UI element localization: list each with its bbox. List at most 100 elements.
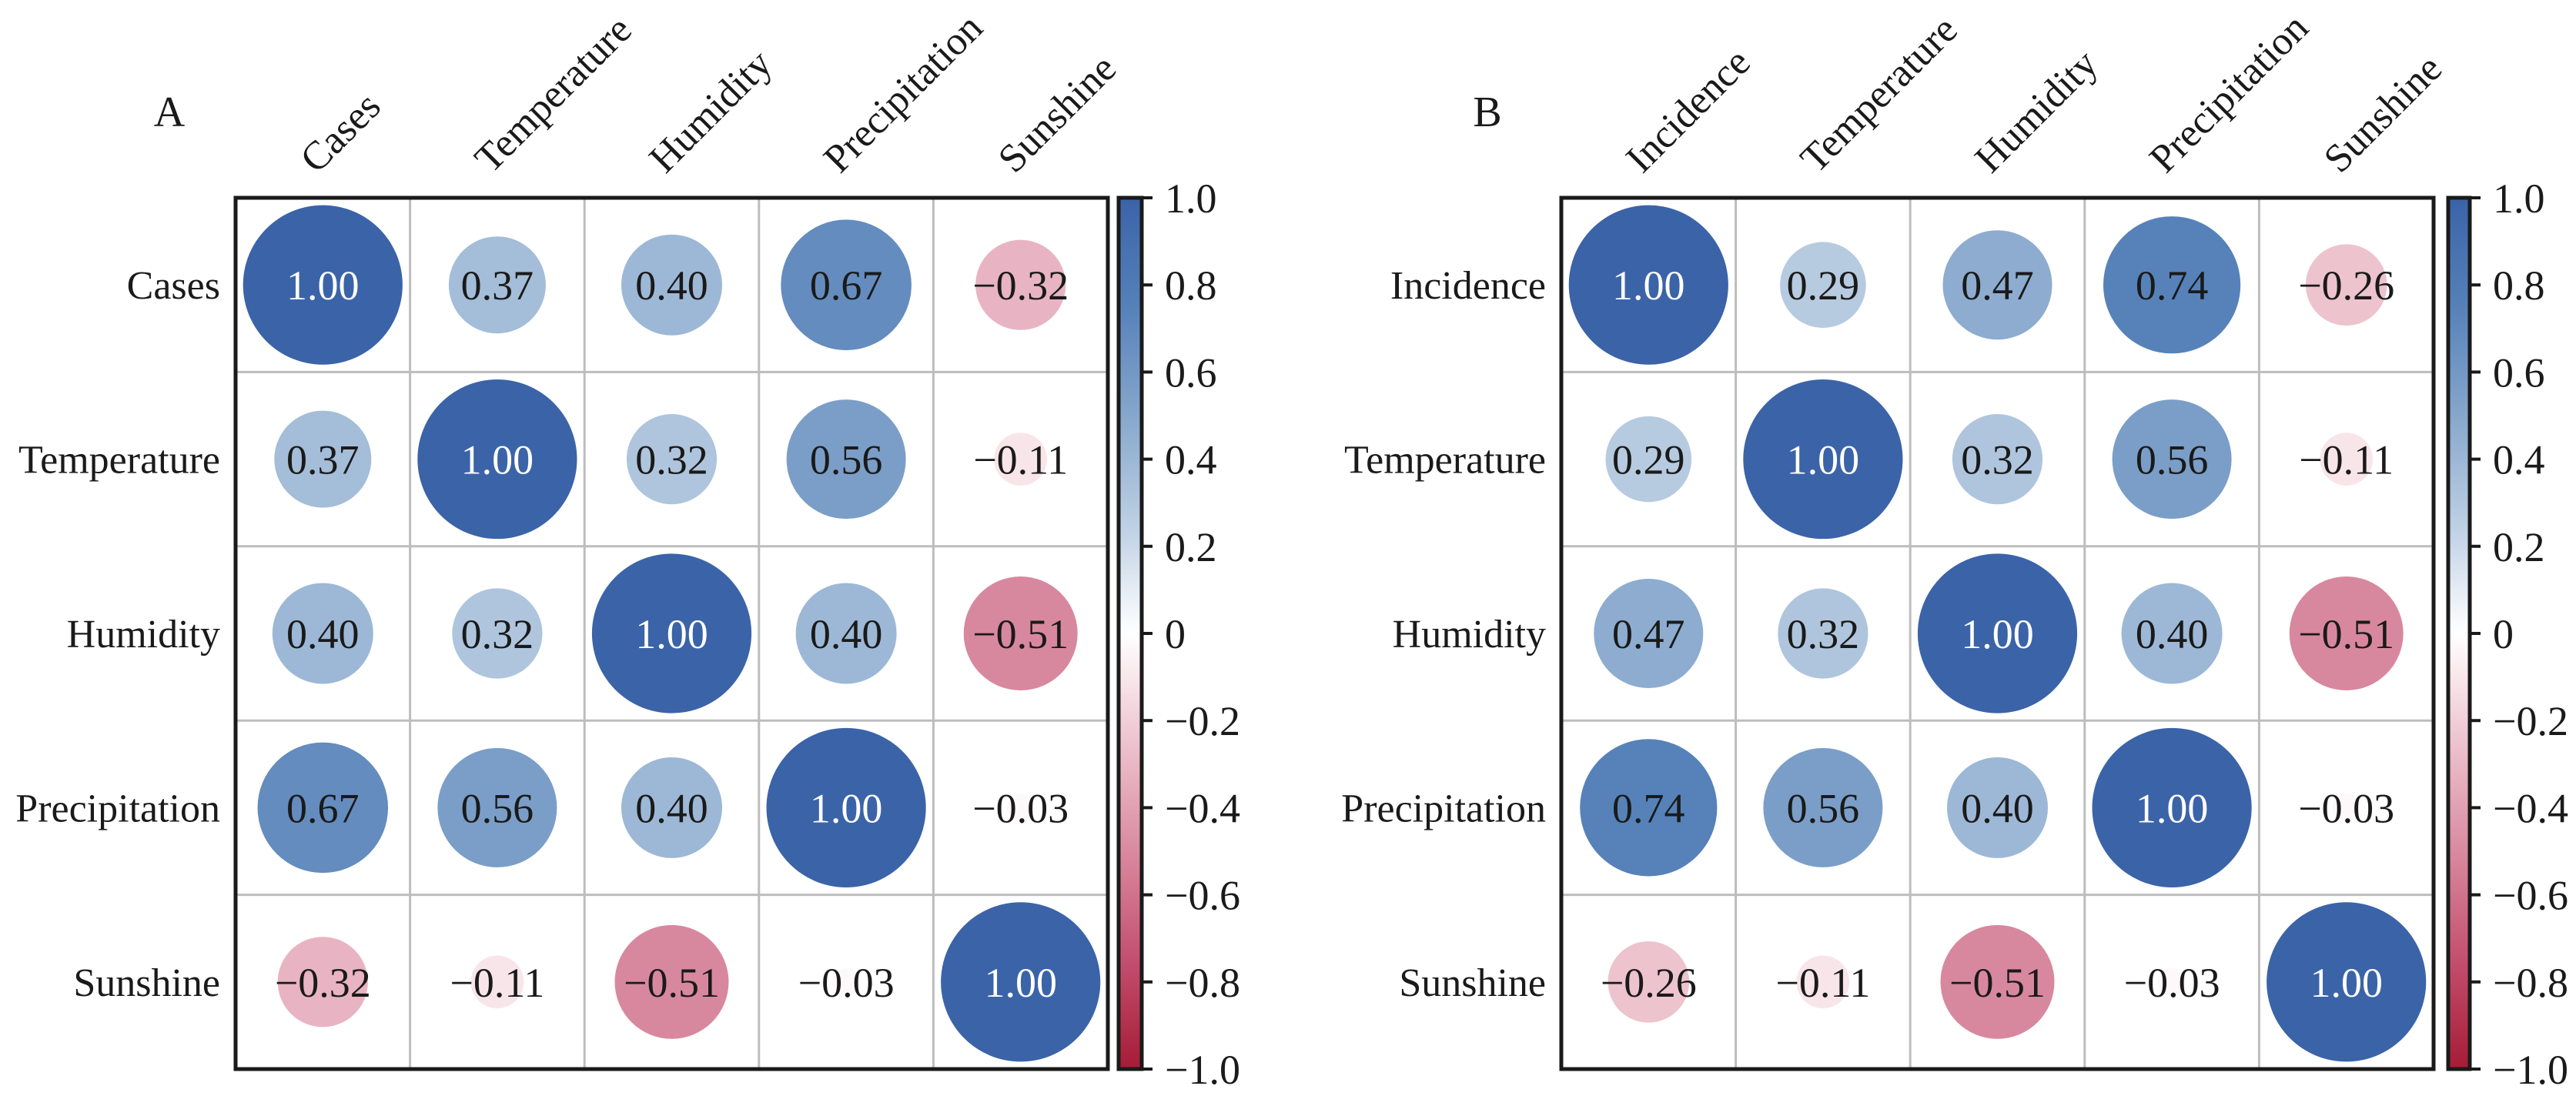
- colorbar-tick-label: 1.0: [2493, 175, 2545, 222]
- cell-value-label: −0.32: [972, 262, 1069, 309]
- correlation-circle: [417, 379, 577, 540]
- colorbar-tick-label: −0.4: [2493, 785, 2568, 831]
- correlation-circle: [1946, 757, 2049, 858]
- cell-value-label: −0.03: [2124, 960, 2220, 1006]
- column-label: Temperature: [1792, 8, 1966, 182]
- matrix-cell: −0.11: [973, 433, 1068, 486]
- colorbar-gradient: [1119, 198, 1142, 1069]
- matrix-cell: 0.40: [621, 234, 723, 336]
- cell-value-label: 0.40: [810, 611, 883, 657]
- matrix-cell: 0.47: [1942, 230, 2052, 340]
- correlation-circle: [832, 967, 861, 996]
- cell-value-label: 1.00: [2310, 960, 2383, 1006]
- row-label: Sunshine: [1399, 961, 1546, 1005]
- row-label: Humidity: [1393, 613, 1546, 657]
- matrix-cell: 0.67: [257, 742, 389, 874]
- cell-value-label: 1.00: [1961, 611, 2034, 657]
- matrix-cell: −0.03: [2124, 960, 2220, 1006]
- matrix-cell: 0.32: [452, 588, 543, 679]
- colorbar: 1.0 0.8 0.6 0.4 0.2 0 −0.2 −0.4 −0.6 −0.8 −1.0: [2446, 175, 2568, 1093]
- matrix-cell: 0.47: [1594, 578, 1704, 689]
- column-label: Precipitation: [2141, 5, 2317, 181]
- colorbar-tick-label: 0.6: [1165, 349, 1217, 396]
- matrix-cells: 1.00 0.29 0.47 0.74 −0.26 0.29 1.00 0.32 0.56 −0.…: [1559, 195, 2436, 1071]
- correlation-circle: [1743, 379, 1903, 540]
- correlation-circle: [1763, 747, 1883, 867]
- correlation-circle: [1580, 739, 1718, 877]
- correlation-circle: [994, 433, 1048, 486]
- correlation-circle: [1607, 941, 1690, 1023]
- correlation-circle: [1778, 588, 1868, 679]
- cell-value-label: −0.11: [450, 960, 544, 1006]
- cell-value-label: 0.40: [286, 611, 360, 657]
- panel-label: A: [154, 89, 186, 136]
- correlation-circle: [1942, 230, 2052, 340]
- matrix-cell: 0.56: [786, 399, 906, 520]
- matrix-cells: 1.00 0.37 0.40 0.67 −0.32 0.37 1.00 0.32 0.56 −0.…: [233, 195, 1110, 1071]
- matrix-cell: 1.00: [941, 902, 1101, 1062]
- cell-value-label: 0.56: [461, 785, 534, 831]
- cell-value-label: 0.56: [810, 437, 883, 483]
- correlation-circle: [963, 576, 1078, 690]
- row-labels: Cases Temperature Humidity Precipitation Sun…: [15, 264, 220, 1005]
- colorbar-tick-label: −0.6: [2493, 873, 2568, 919]
- cell-value-label: 0.74: [1612, 785, 1685, 831]
- matrix-cell: 1.00: [766, 727, 926, 887]
- correlation-circle: [621, 234, 723, 336]
- correlation-circle: [941, 902, 1101, 1062]
- colorbar-tick-label: −1.0: [1165, 1047, 1240, 1093]
- panel-a: A Cases Temperature Humidity PrecipitationS…: [15, 5, 1240, 1093]
- matrix-cell: −0.51: [1940, 924, 2055, 1039]
- matrix-cell: −0.32: [275, 937, 371, 1028]
- matrix-cell: 0.40: [272, 583, 373, 684]
- matrix-cell: 0.37: [448, 236, 546, 334]
- matrix-cell: 1.00: [2267, 902, 2427, 1062]
- cell-value-label: 0.40: [1961, 785, 2034, 831]
- cell-value-label: 1.00: [286, 262, 360, 309]
- matrix-cell: 0.40: [795, 583, 897, 684]
- cell-value-label: 1.00: [810, 785, 883, 831]
- correlation-circle: [1568, 205, 1728, 365]
- column-label: Sunshine: [990, 46, 1125, 181]
- matrix-cell: 0.40: [621, 757, 723, 858]
- cell-value-label: 1.00: [461, 437, 534, 483]
- cell-value-label: −0.26: [2298, 262, 2394, 309]
- cell-value-label: −0.26: [1601, 960, 1697, 1006]
- correlation-circle: [2121, 583, 2223, 684]
- correlation-circle: [448, 236, 546, 334]
- correlation-circle: [1917, 553, 2078, 713]
- cell-value-label: −0.51: [972, 611, 1069, 657]
- column-labels: Incidence Temperature Humidity Precipitatio…: [1618, 5, 2451, 181]
- matrix-cell: −0.03: [2298, 785, 2394, 831]
- correlation-circle: [243, 205, 403, 365]
- cell-value-label: 0.40: [2136, 611, 2209, 657]
- cell-value-label: 0.29: [1787, 262, 1860, 309]
- colorbar-tick-label: 0.6: [2493, 349, 2545, 396]
- correlation-circle: [2332, 794, 2360, 822]
- cell-value-label: −0.51: [2298, 611, 2394, 657]
- colorbar-tick-label: 0.2: [1165, 524, 1217, 570]
- matrix-cell: −0.51: [2289, 576, 2404, 690]
- correlation-circle: [1780, 242, 1866, 328]
- cell-value-label: −0.03: [972, 785, 1069, 831]
- colorbar-tick-label: 0.4: [2493, 437, 2545, 483]
- matrix-cell: −0.51: [614, 924, 729, 1039]
- column-label: Sunshine: [2316, 46, 2451, 181]
- cell-value-label: 0.74: [2136, 262, 2209, 309]
- cell-value-label: 1.00: [984, 960, 1057, 1006]
- colorbar-tick-label: 0.4: [1165, 437, 1217, 483]
- correlation-circle: [614, 924, 729, 1039]
- correlation-circle: [2305, 244, 2387, 326]
- row-label: Sunshine: [73, 961, 220, 1005]
- row-label: Temperature: [1344, 439, 1546, 483]
- matrix-cell: 0.40: [2121, 583, 2223, 684]
- cell-value-label: 0.37: [286, 437, 360, 483]
- column-labels: Cases Temperature Humidity PrecipitationSun…: [292, 5, 1125, 181]
- correlation-circle: [257, 742, 389, 874]
- cell-value-label: 0.32: [635, 437, 708, 483]
- colorbar-tick-label: 1.0: [1165, 175, 1217, 222]
- column-label: Cases: [292, 84, 389, 181]
- row-label: Incidence: [1390, 264, 1546, 308]
- cell-value-label: −0.11: [1775, 960, 1870, 1006]
- cell-value-label: 0.47: [1961, 262, 2034, 309]
